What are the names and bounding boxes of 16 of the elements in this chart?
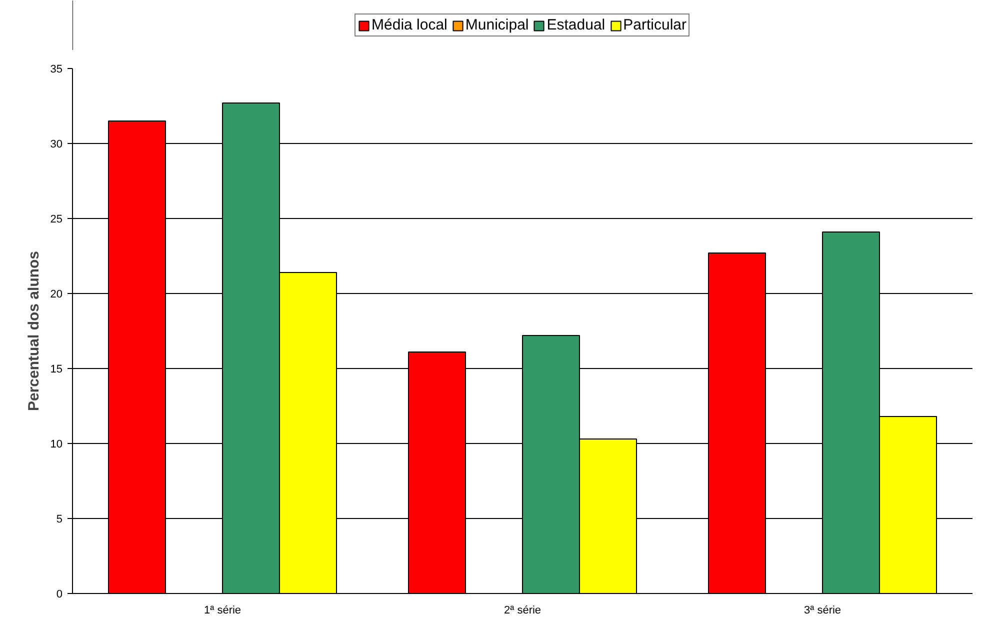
legend-label: Média local — [372, 16, 448, 34]
y-tick-label: 5 — [56, 514, 63, 526]
y-tick-label: 35 — [50, 64, 63, 76]
x-tick-label: 1ª série — [204, 604, 242, 616]
y-tick-label: 20 — [50, 288, 63, 300]
y-axis-title: Percentual dos alunos — [25, 250, 42, 412]
y-tick-label: 25 — [50, 214, 63, 226]
y-tick-label: 0 — [56, 588, 63, 600]
x-tick-label: 3ª série — [804, 604, 842, 616]
legend-label: Estadual — [546, 16, 606, 34]
y-tick-label: 15 — [50, 364, 63, 376]
legend-label: Municipal — [465, 16, 529, 34]
legend-label: Particular — [623, 16, 686, 34]
x-tick-label: 2ª série — [504, 604, 542, 616]
y-tick-label: 10 — [50, 438, 63, 450]
y-tick-label: 30 — [50, 138, 63, 150]
